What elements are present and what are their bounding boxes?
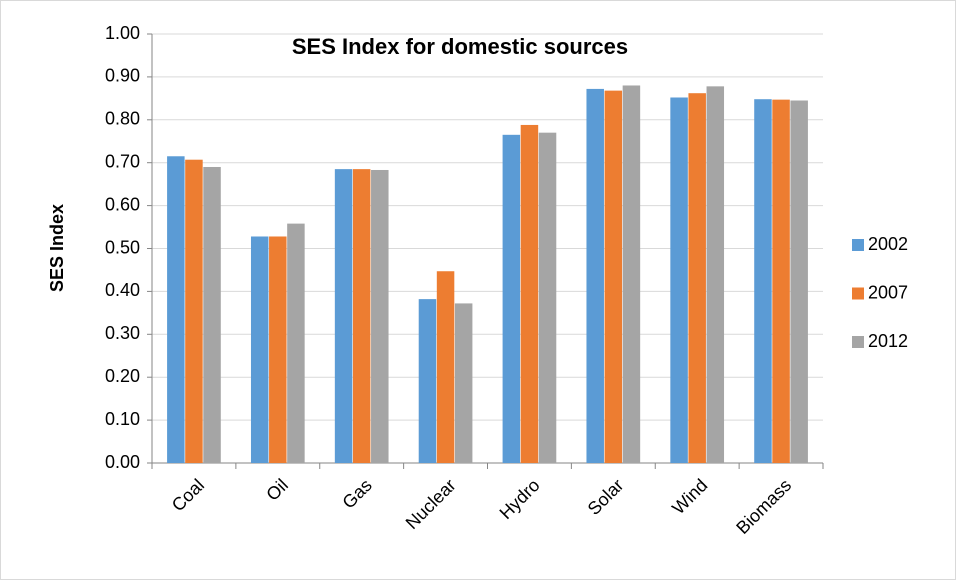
y-tick-label: 0.10: [105, 409, 140, 429]
bar: [790, 100, 808, 464]
bar: [622, 85, 641, 463]
y-tick-label: 0.40: [105, 280, 140, 300]
bar: [604, 90, 623, 464]
bar: [538, 132, 557, 464]
bar: [352, 169, 371, 463]
y-tick-label: 0.70: [105, 151, 140, 171]
legend-label: 2002: [868, 234, 908, 254]
bar: [772, 99, 790, 464]
y-tick-label: 0.90: [105, 66, 140, 86]
bar: [269, 236, 287, 463]
y-tick-label: 1.00: [105, 23, 140, 43]
bar: [706, 86, 725, 463]
bar: [436, 271, 455, 463]
y-axis-label: SES Index: [47, 204, 67, 292]
bar: [586, 88, 604, 464]
y-tick-label: 0.60: [105, 194, 140, 214]
chart-title: SES Index for domestic sources: [292, 34, 628, 59]
bar: [454, 303, 473, 463]
bar: [287, 223, 305, 463]
legend-label: 2007: [868, 282, 908, 302]
legend-swatch: [852, 287, 864, 300]
bar: [185, 159, 203, 463]
legend-label: 2012: [868, 331, 908, 351]
bar: [250, 236, 269, 463]
bar: [167, 156, 185, 463]
bar: [520, 124, 539, 463]
bar: [371, 169, 389, 464]
legend-swatch: [852, 239, 864, 251]
legend-swatch: [852, 336, 864, 348]
bar: [334, 169, 353, 463]
y-tick-label: 0.80: [105, 109, 140, 129]
y-tick-label: 0.50: [105, 237, 140, 257]
bar: [670, 97, 688, 463]
bar: [203, 166, 221, 464]
y-tick-label: 0.00: [105, 452, 140, 472]
bar: [502, 134, 521, 463]
bar: [754, 99, 772, 463]
bar: [688, 93, 706, 464]
y-tick-label: 0.20: [105, 366, 140, 386]
bar: [418, 299, 437, 463]
y-tick-label: 0.30: [105, 323, 140, 343]
